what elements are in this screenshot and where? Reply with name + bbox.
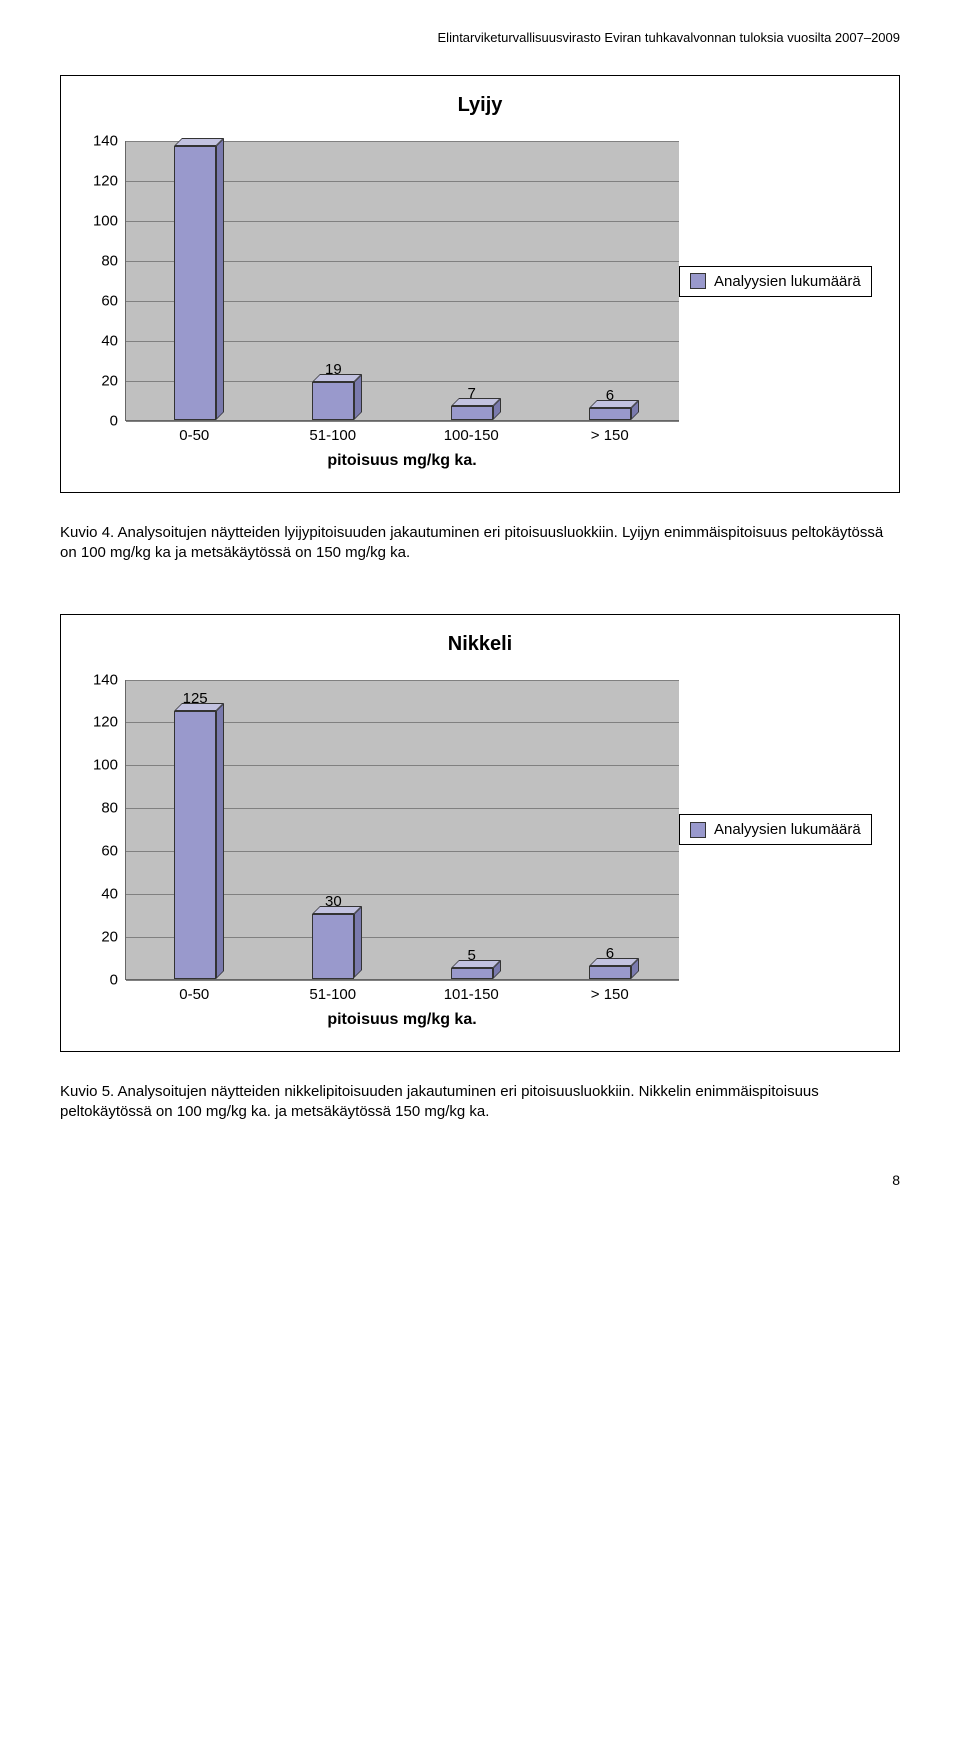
bar [312, 382, 354, 420]
chart-title: Lyijy [81, 94, 879, 117]
legend: Analyysien lukumäärä [679, 814, 872, 845]
legend-swatch [690, 822, 706, 838]
bar [312, 914, 354, 978]
y-tick-label: 80 [101, 253, 126, 270]
chart-row: 0204060801001201401253056 0-5051-100101-… [81, 680, 879, 1029]
document-header: Elintarviketurvallisuusvirasto Eviran tu… [60, 30, 900, 45]
page: Elintarviketurvallisuusvirasto Eviran tu… [0, 0, 960, 1238]
legend-column: Analyysien lukumäärä [679, 680, 879, 980]
bars-row: 1371976 [126, 141, 679, 420]
bar-slot: 7 [403, 141, 541, 420]
y-tick-label: 20 [101, 928, 126, 945]
caption-2: Kuvio 5. Analysoitujen näytteiden nikkel… [60, 1082, 900, 1123]
x-tick-label: 100-150 [402, 427, 541, 444]
x-tick-label: 0-50 [125, 986, 264, 1003]
x-tick-label: 101-150 [402, 986, 541, 1003]
bar-slot: 19 [264, 141, 402, 420]
y-tick-label: 100 [93, 757, 126, 774]
chart-nikkeli: Nikkeli 0204060801001201401253056 0-5051… [60, 614, 900, 1052]
bar-slot: 6 [541, 680, 679, 979]
bar [589, 408, 631, 420]
legend-label: Analyysien lukumäärä [714, 273, 861, 290]
y-tick-label: 80 [101, 800, 126, 817]
y-tick-label: 60 [101, 842, 126, 859]
plot-column: 0204060801001201401253056 0-5051-100101-… [81, 680, 679, 1029]
x-axis-title: pitoisuus mg/kg ka. [125, 1011, 679, 1029]
bar-slot: 5 [403, 680, 541, 979]
gridline [126, 980, 679, 981]
legend: Analyysien lukumäärä [679, 266, 872, 297]
gridline [126, 421, 679, 422]
x-axis-title: pitoisuus mg/kg ka. [125, 452, 679, 470]
bar [451, 968, 493, 979]
y-tick-label: 0 [110, 413, 126, 430]
y-tick-label: 20 [101, 373, 126, 390]
page-number: 8 [60, 1172, 900, 1188]
legend-swatch [690, 273, 706, 289]
bar [174, 711, 216, 979]
x-tick-label: 0-50 [125, 427, 264, 444]
bar-slot: 137 [126, 141, 264, 420]
legend-column: Analyysien lukumäärä [679, 141, 879, 421]
x-tick-label: 51-100 [264, 986, 403, 1003]
x-tick-label: 51-100 [264, 427, 403, 444]
x-tick-label: > 150 [541, 986, 680, 1003]
y-tick-label: 100 [93, 213, 126, 230]
y-tick-label: 40 [101, 333, 126, 350]
legend-label: Analyysien lukumäärä [714, 821, 861, 838]
chart-title: Nikkeli [81, 633, 879, 656]
y-tick-label: 120 [93, 714, 126, 731]
y-tick-label: 60 [101, 293, 126, 310]
bar [451, 406, 493, 420]
caption-1: Kuvio 4. Analysoitujen näytteiden lyijyp… [60, 523, 900, 564]
x-ticks: 0-5051-100100-150> 150 [125, 427, 679, 444]
chart-row: 0204060801001201401371976 0-5051-100100-… [81, 141, 879, 470]
x-tick-label: > 150 [541, 427, 680, 444]
y-tick-label: 120 [93, 173, 126, 190]
y-tick-label: 40 [101, 885, 126, 902]
bar-slot: 125 [126, 680, 264, 979]
bars-row: 1253056 [126, 680, 679, 979]
y-tick-label: 140 [93, 671, 126, 688]
chart-lyijy: Lyijy 0204060801001201401371976 0-5051-1… [60, 75, 900, 493]
bar [174, 162, 216, 420]
plot-area: 0204060801001201401371976 [125, 141, 679, 421]
bar [589, 966, 631, 979]
x-ticks: 0-5051-100101-150> 150 [125, 986, 679, 1003]
plot-area: 0204060801001201401253056 [125, 680, 679, 980]
bar-slot: 30 [264, 680, 402, 979]
y-tick-label: 140 [93, 133, 126, 150]
y-tick-label: 0 [110, 971, 126, 988]
bar-slot: 6 [541, 141, 679, 420]
plot-column: 0204060801001201401371976 0-5051-100100-… [81, 141, 679, 470]
